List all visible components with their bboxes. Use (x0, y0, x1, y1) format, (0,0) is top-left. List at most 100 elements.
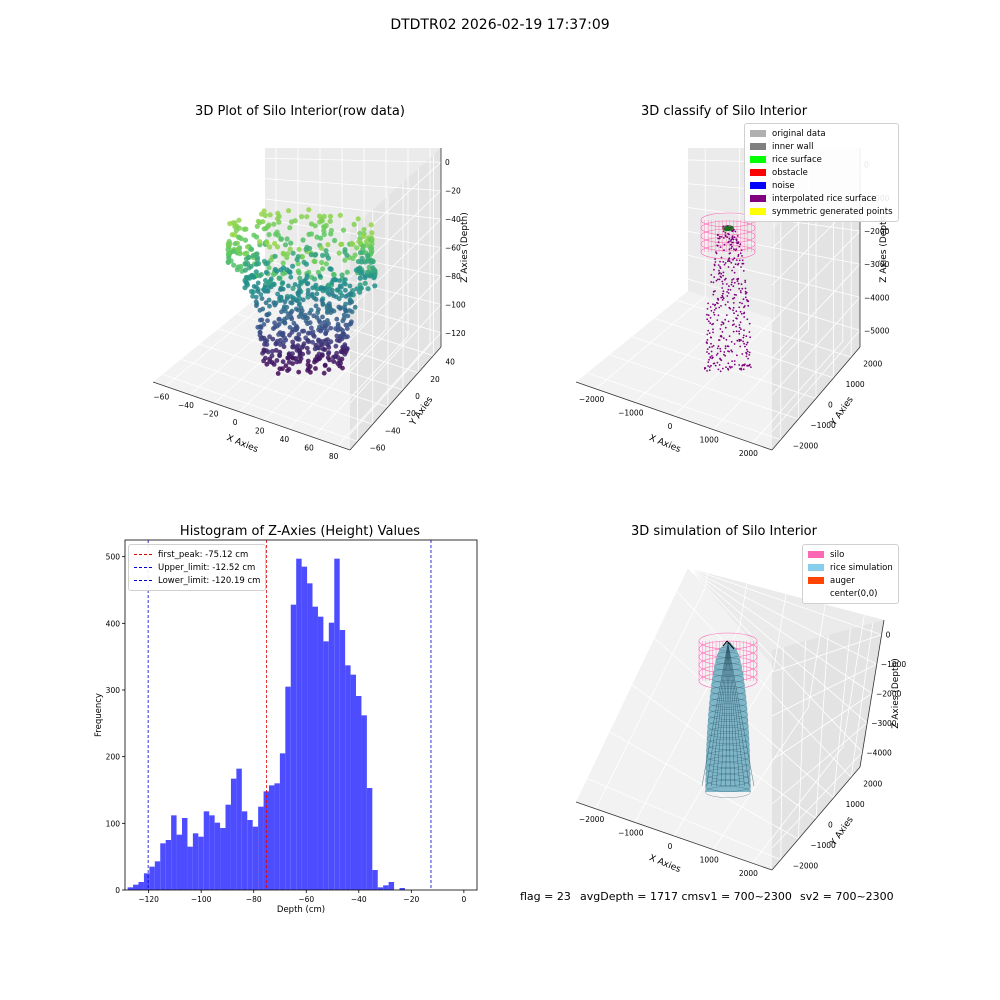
data-point (348, 291, 354, 296)
data-point (342, 257, 348, 263)
x-tick-label: 1000 (700, 436, 719, 445)
grid-line (609, 731, 799, 840)
data-point (343, 301, 348, 307)
data-point (266, 349, 271, 355)
data-point (304, 214, 310, 220)
data-point (296, 369, 302, 375)
grid-line (687, 254, 861, 298)
z-axis-label: Z Axies (Depth) (460, 212, 470, 283)
data-point (309, 291, 315, 297)
data-point (295, 261, 301, 267)
data-point (331, 359, 337, 364)
data-point (230, 248, 237, 254)
interpolated-point (734, 230, 737, 233)
interpolated-point (733, 363, 736, 366)
data-point (345, 313, 351, 319)
data-point (275, 291, 280, 297)
classify-3d-scatter: −2000−1000010002000−2000−10000100020000−… (575, 148, 890, 458)
interpolated-point (727, 320, 730, 323)
data-point (304, 345, 310, 351)
grid-line (349, 275, 442, 372)
auger-line (722, 640, 728, 647)
interpolated-point (728, 260, 731, 263)
interpolated-point (745, 353, 748, 355)
data-point (261, 322, 267, 327)
interpolated-point (733, 271, 736, 274)
data-point (313, 366, 318, 371)
legend-item: Upper_limit: -12.52 cm (134, 561, 260, 574)
histogram-bar (334, 558, 340, 890)
data-point (357, 282, 363, 288)
interpolated-point (712, 281, 715, 284)
interpolated-point (720, 272, 723, 275)
data-point (335, 287, 341, 293)
z-axis-line (859, 619, 885, 768)
x-tick-label: −120 (138, 895, 159, 904)
data-point (337, 278, 342, 283)
data-point (272, 266, 278, 273)
data-point (257, 273, 263, 279)
histogram-bar (383, 885, 389, 890)
data-point (340, 227, 347, 233)
data-point (357, 230, 363, 236)
data-point (291, 320, 297, 326)
data-point (289, 308, 295, 314)
y-tick-label: 300 (106, 686, 121, 695)
interpolated-point (718, 364, 721, 366)
interpolated-point (719, 267, 722, 270)
interpolated-point (741, 287, 744, 290)
data-point (302, 278, 308, 283)
data-point (316, 337, 321, 343)
data-point (284, 315, 290, 320)
interpolated-point (729, 307, 732, 310)
data-point (276, 321, 282, 327)
x-tick-label: 0 (461, 895, 466, 904)
data-point (355, 216, 361, 222)
data-point (310, 339, 315, 345)
interpolated-point (727, 258, 730, 261)
grid-line (214, 308, 321, 404)
data-point (278, 236, 284, 242)
data-point (267, 359, 272, 365)
data-point (368, 259, 374, 265)
interpolated-point (724, 326, 727, 329)
data-point (361, 227, 367, 233)
interpolated-point (735, 317, 737, 320)
mesh-line (707, 721, 749, 732)
data-point (347, 322, 352, 327)
grid-line (349, 304, 442, 404)
data-point (271, 362, 277, 367)
grid-line (687, 278, 861, 331)
interpolated-point (743, 312, 745, 315)
data-point (276, 332, 281, 337)
z-axis-label: Z Axies (Depth) (879, 212, 889, 283)
data-point (274, 244, 281, 250)
grid-line (771, 663, 877, 717)
interpolated-point (708, 332, 711, 334)
data-point (323, 261, 329, 267)
data-point (300, 328, 305, 334)
histogram-bar (225, 804, 231, 890)
data-point (318, 328, 324, 334)
legend-line (134, 554, 152, 555)
grid-line (165, 294, 277, 387)
interpolated-point (712, 293, 715, 296)
interpolated-point (740, 266, 742, 268)
grid-line (687, 567, 882, 636)
interpolated-point (716, 234, 719, 237)
panel2-title: 3D classify of Silo Interior (640, 104, 808, 119)
data-point (301, 259, 307, 265)
interpolated-point (717, 299, 720, 301)
data-point (322, 363, 328, 368)
data-point (253, 294, 259, 300)
data-point (314, 291, 320, 297)
histogram-bar (323, 641, 329, 890)
y-tick-label: 500 (106, 553, 121, 562)
data-point (336, 250, 342, 256)
data-point (276, 317, 282, 322)
y-tick-label: 40 (445, 358, 455, 367)
interpolated-point (721, 321, 723, 323)
data-point (276, 213, 282, 219)
z-tick-label: −120 (445, 329, 466, 338)
data-point (262, 341, 267, 347)
